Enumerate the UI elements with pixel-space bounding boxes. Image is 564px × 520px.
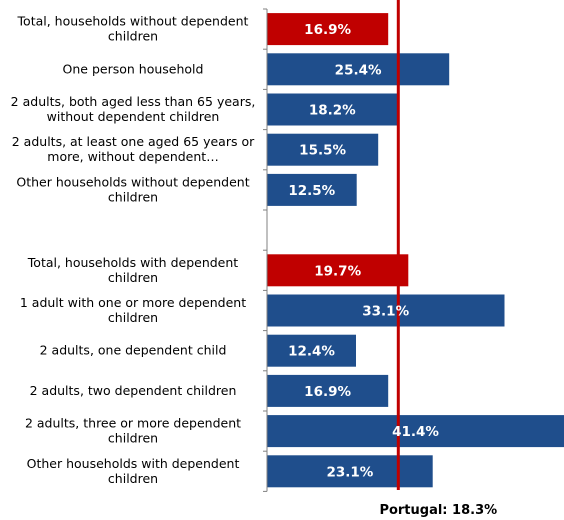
value-labels: 16.9% 25.4% 18.2% 15.5% 12.5% 19.7% 33.1% 12.4%… xyxy=(288,22,439,480)
category-label: Other households with dependent children xyxy=(27,456,240,486)
category-label: 1 adult with one or more dependent childr… xyxy=(20,295,246,325)
category-label: Total, households without dependent child… xyxy=(17,14,249,44)
category-labels: Total, households without dependent child… xyxy=(11,14,256,486)
bars xyxy=(267,13,564,487)
axis-ticks xyxy=(263,9,267,491)
category-label: 2 adults, one dependent child xyxy=(40,343,227,358)
value-label: 25.4% xyxy=(335,62,382,78)
category-label: 2 adults, both aged less than 65 years, w… xyxy=(11,94,256,124)
value-label: 19.7% xyxy=(314,263,361,279)
category-label: 2 adults, three or more dependent childre… xyxy=(25,416,241,446)
value-label: 33.1% xyxy=(362,304,409,320)
category-label: Total, households with dependent children xyxy=(27,255,239,285)
category-label: Other households without dependent childr… xyxy=(16,174,249,204)
category-label: 2 adults, at least one aged 65 years or m… xyxy=(12,134,255,164)
value-label: 12.5% xyxy=(288,183,335,199)
value-label: 23.1% xyxy=(326,464,373,480)
value-label: 41.4% xyxy=(392,424,439,440)
value-label: 12.4% xyxy=(288,344,335,360)
value-label: 18.2% xyxy=(309,103,356,119)
category-label: One person household xyxy=(63,61,204,76)
reference-line-label: Portugal: 18.3% xyxy=(379,503,497,518)
value-label: 15.5% xyxy=(299,143,346,159)
category-label: 2 adults, two dependent children xyxy=(30,383,237,398)
value-label: 16.9% xyxy=(304,22,351,38)
value-label: 16.9% xyxy=(304,384,351,400)
